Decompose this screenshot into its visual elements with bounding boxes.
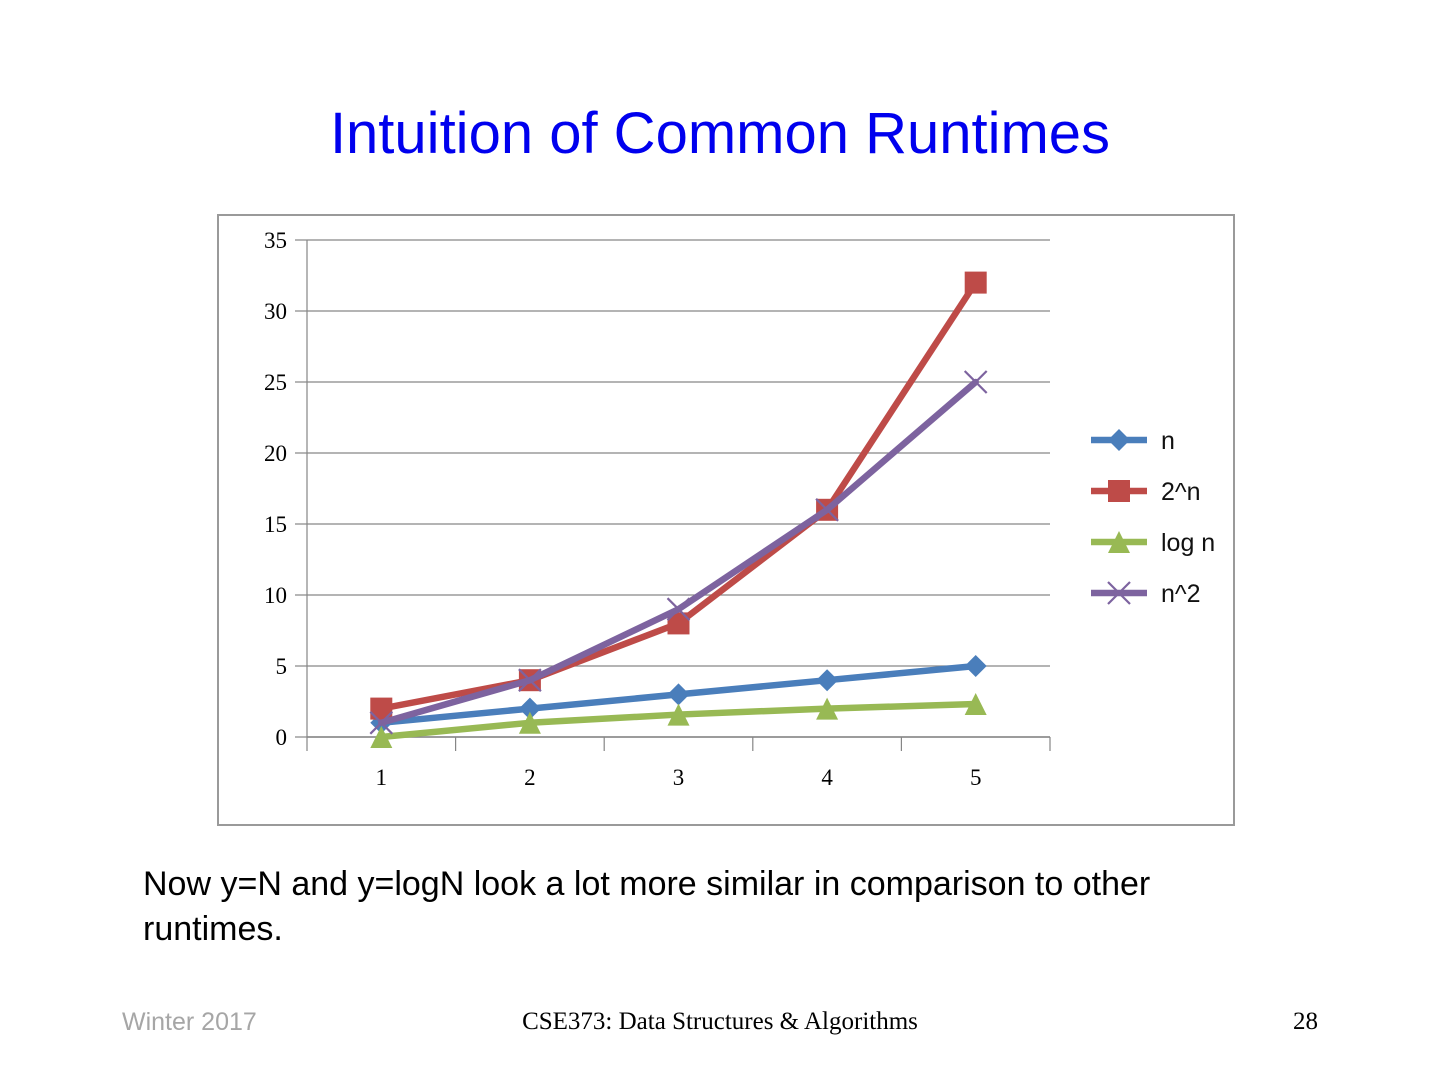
footer-course: CSE373: Data Structures & Algorithms [522, 1008, 918, 1035]
footer-term: Winter 2017 [122, 1008, 257, 1036]
x-tick-label: 4 [821, 765, 833, 790]
data-point-marker [816, 697, 839, 720]
data-point-marker [667, 683, 690, 706]
chart-series-n-2 [369, 370, 988, 735]
data-point-marker [518, 711, 541, 734]
chart-series-group [369, 271, 988, 748]
legend-item-n[interactable]: n [1091, 427, 1175, 455]
data-point-marker [816, 669, 839, 692]
data-point-marker [1108, 429, 1130, 451]
legend-label: 2^n [1161, 478, 1201, 506]
legend-item-n-2[interactable]: n^2 [1091, 580, 1201, 608]
y-tick-label: 35 [264, 228, 287, 253]
data-point-marker [518, 697, 541, 720]
data-point-marker [370, 697, 393, 720]
data-point-marker [964, 693, 987, 716]
runtime-line-chart: 0 5 10 15 20 25 30 35 1 2 3 4 5 n 2^n log n n^2 [264, 228, 1215, 790]
data-point-marker [1107, 581, 1131, 605]
chart-series-n [370, 655, 987, 734]
x-axis-tick-labels: 1 2 3 4 5 [376, 765, 982, 790]
legend-label: n^2 [1161, 580, 1201, 608]
y-tick-label: 0 [276, 725, 288, 750]
data-point-marker [369, 711, 394, 735]
slide-footer: Winter 2017 CSE373: Data Structures & Al… [0, 1008, 1440, 1048]
chart-container: 0 5 10 15 20 25 30 35 1 2 3 4 5 n 2^n log n n^2 [217, 214, 1235, 826]
y-tick-label: 30 [264, 299, 287, 324]
legend-label: log n [1161, 529, 1215, 557]
data-point-marker [666, 597, 691, 621]
y-tick-label: 15 [264, 512, 287, 537]
y-axis-tick-labels: 0 5 10 15 20 25 30 35 [264, 228, 287, 750]
data-point-marker [964, 655, 987, 677]
slide-body-text: Now y=N and y=logN look a lot more simil… [143, 865, 1151, 948]
data-point-marker [667, 612, 690, 635]
x-axis-line [306, 736, 1051, 751]
data-point-marker [1108, 480, 1130, 502]
data-point-marker [963, 370, 988, 394]
legend-item-2-n[interactable]: 2^n [1091, 478, 1201, 506]
data-point-marker [964, 271, 987, 294]
chart-gridlines [295, 239, 1050, 738]
y-tick-label: 10 [264, 583, 287, 608]
y-tick-label: 20 [264, 441, 287, 466]
x-tick-label: 3 [673, 765, 685, 790]
chart-series-log-n [370, 693, 987, 748]
x-tick-label: 5 [970, 765, 982, 790]
data-point-marker [667, 703, 690, 726]
chart-legend: n 2^n log n n^2 [1091, 427, 1215, 608]
chart-series-2-n [370, 271, 987, 720]
footer-page-number: 28 [1293, 1008, 1318, 1035]
legend-label: n [1161, 427, 1175, 455]
y-tick-label: 5 [276, 654, 288, 679]
series-line [378, 279, 979, 712]
data-point-marker [518, 668, 542, 692]
x-tick-label: 1 [376, 765, 388, 790]
y-tick-label: 25 [264, 370, 287, 395]
data-point-marker [815, 498, 839, 522]
data-point-marker [370, 726, 393, 748]
x-tick-label: 2 [524, 765, 536, 790]
data-point-marker [1108, 531, 1130, 553]
legend-item-log-n[interactable]: log n [1091, 529, 1215, 557]
page-title: Intuition of Common Runtimes [329, 101, 1111, 166]
